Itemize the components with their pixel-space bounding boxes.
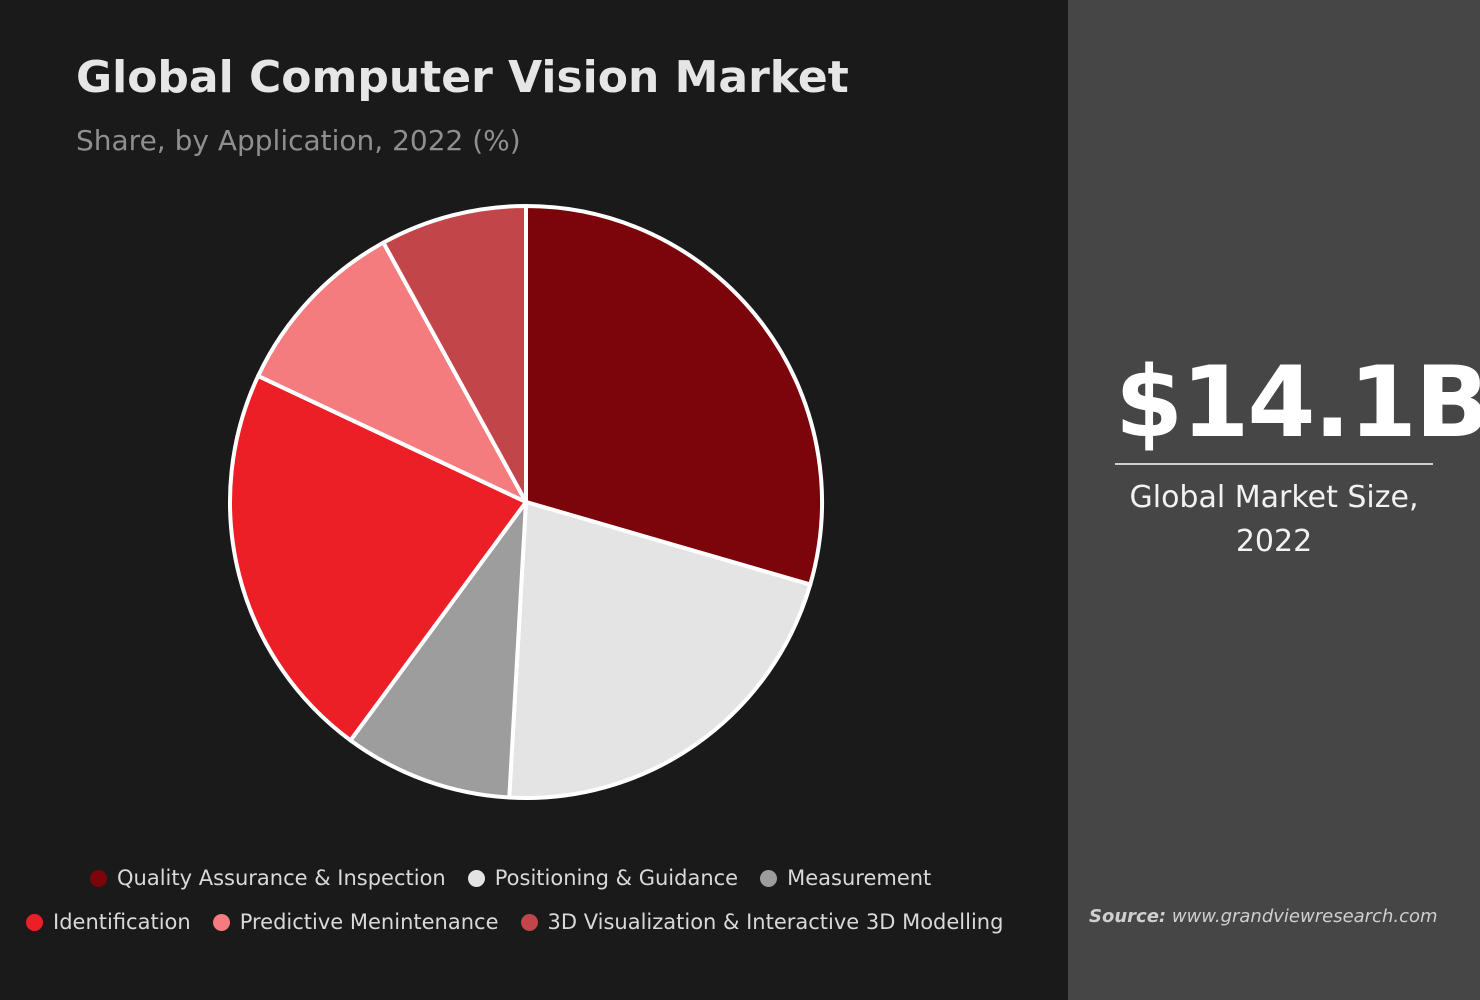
- legend-item: Identification: [26, 910, 191, 934]
- legend-dot-icon: [520, 913, 538, 931]
- legend-item: 3D Visualization & Interactive 3D Modell…: [520, 910, 1004, 934]
- legend-item: Quality Assurance & Inspection: [90, 866, 446, 890]
- pie-slice-positioning-guidance: [507, 500, 813, 800]
- legend-item: Predictive Menintenance: [212, 910, 499, 934]
- market-size-value: $14.1B: [1115, 346, 1480, 460]
- pie-slice-identification: [228, 373, 528, 743]
- legend-label: Quality Assurance & Inspection: [117, 866, 446, 890]
- legend-item: Positioning & Guidance: [467, 866, 739, 890]
- legend-label: Predictive Menintenance: [239, 910, 499, 934]
- legend-label: Positioning & Guidance: [494, 866, 739, 890]
- legend-dot-icon: [760, 869, 778, 887]
- source-url[interactable]: www.grandviewresearch.com: [1171, 906, 1438, 927]
- legend-label: Identification: [53, 910, 191, 934]
- legend-label: 3D Visualization & Interactive 3D Modell…: [547, 910, 1004, 934]
- summary-panel: [1068, 0, 1480, 1000]
- pie-slice-predictive-menintenance: [256, 240, 528, 504]
- value-divider: [1115, 463, 1433, 465]
- chart-subtitle: Share, by Application, 2022 (%): [76, 124, 521, 157]
- pie-chart: [228, 204, 824, 800]
- legend-item: Measurement: [760, 866, 931, 890]
- pie-slice-quality-assurance-inspection: [524, 204, 824, 587]
- legend-dot-icon: [26, 913, 43, 931]
- market-size-label: Global Market Size, 2022: [1129, 480, 1419, 559]
- source-label: Source:: [1089, 906, 1167, 927]
- pie-slice-3d-visualization-interactive-3d-modelling: [381, 204, 528, 504]
- legend-dot-icon: [212, 913, 230, 931]
- legend-dot-icon: [90, 869, 107, 887]
- legend-dot-icon: [467, 869, 485, 887]
- legend-row-2: Identification Predictive Menintenance 3…: [26, 910, 1025, 934]
- legend-row-1: Quality Assurance & Inspection Positioni…: [90, 866, 953, 890]
- chart-title: Global Computer Vision Market: [76, 52, 849, 103]
- pie-slice-measurement: [348, 500, 528, 800]
- legend-label: Measurement: [787, 866, 932, 890]
- source-credit: Source: www.grandviewresearch.com: [1089, 906, 1438, 927]
